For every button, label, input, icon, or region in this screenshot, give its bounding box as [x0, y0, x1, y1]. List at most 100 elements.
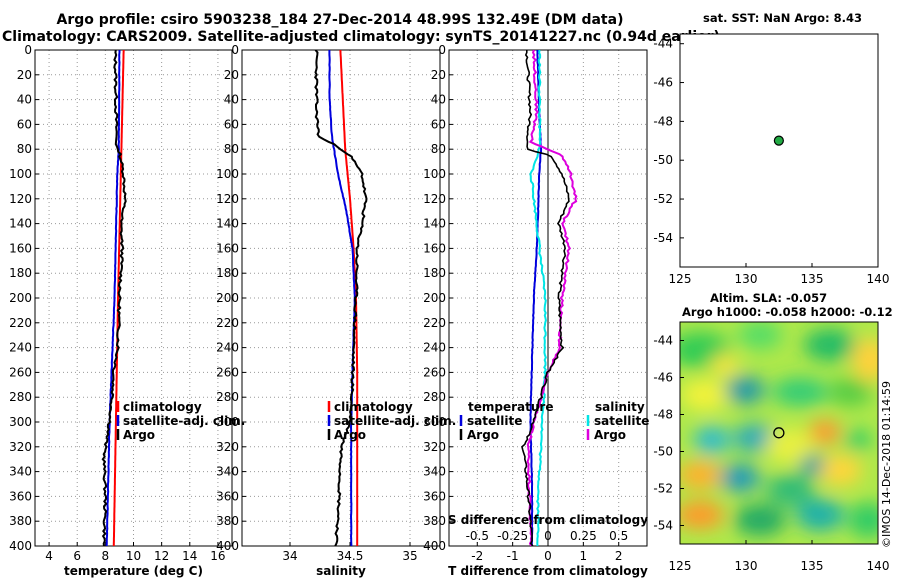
x-tick-label: 6 [73, 549, 81, 563]
y-tick-label: 300 [9, 415, 32, 429]
salinity-legend-label: satellite-adj. clim. [334, 414, 456, 428]
y-tick-label: 360 [423, 489, 446, 503]
temperature-legend-label: climatology [123, 400, 202, 414]
y-tick-label: 360 [216, 489, 239, 503]
y-tick-label: 280 [423, 390, 446, 404]
y-tick-label: 220 [9, 316, 32, 330]
y-tick-label: 80 [17, 142, 32, 156]
x-tick-label: 14 [182, 549, 197, 563]
y-tick-label: -52 [653, 192, 673, 206]
y-tick-label: 180 [216, 266, 239, 280]
s-tick-label: -0.5 [466, 529, 489, 543]
s-tick-label: 0 [544, 529, 552, 543]
y-tick-label: -44 [653, 334, 673, 348]
x-tick-label: 130 [735, 559, 758, 573]
y-tick-label: 360 [9, 489, 32, 503]
y-tick-label: 260 [423, 365, 446, 379]
sla-anomaly-blob [681, 379, 729, 411]
y-tick-label: -52 [653, 482, 673, 496]
y-tick-label: 100 [9, 167, 32, 181]
y-tick-label: 380 [423, 514, 446, 528]
x-tick-label: 34.5 [337, 549, 364, 563]
y-tick-label: 40 [431, 93, 446, 107]
y-tick-label: 180 [9, 266, 32, 280]
sla-anomaly-blob [711, 355, 739, 375]
sla-anomaly-blob [818, 454, 862, 486]
x-tick-label: 10 [126, 549, 141, 563]
x-tick-label: 35 [402, 549, 417, 563]
x-tick-label: 16 [210, 549, 225, 563]
sla-anomaly-blob [766, 474, 814, 506]
y-tick-label: 20 [224, 68, 239, 82]
y-tick-label: 140 [9, 217, 32, 231]
y-tick-label: 60 [224, 117, 239, 131]
sla-anomaly-blob [796, 499, 844, 531]
sla-anomaly-blob [725, 376, 765, 404]
x-tick-label: 125 [669, 272, 692, 286]
temperature-legend-label: satellite-adj. clim. [123, 414, 245, 428]
y-tick-label: -48 [653, 408, 673, 422]
sla-anomaly-blob [733, 424, 777, 452]
x-tick-label: 2 [615, 549, 623, 563]
y-tick-label: 300 [216, 415, 239, 429]
sla-anomaly-blob [809, 420, 841, 444]
sla-map-frame [679, 321, 879, 545]
diff-legend-label: Argo [467, 428, 499, 442]
y-tick-label: 300 [423, 415, 446, 429]
y-tick-label: -50 [653, 153, 673, 167]
sla-anomaly-blob [694, 426, 730, 454]
plot-title-line-1: Argo profile: csiro 5903238_184 27-Dec-2… [56, 12, 624, 28]
temperature-satellite-line [105, 50, 121, 546]
sla-map: 125 130 135 140 -44 -46 -48 -50 -52 -54 [653, 321, 889, 573]
y-tick-label: 280 [216, 390, 239, 404]
sla-anomaly-blob [772, 378, 828, 406]
y-tick-label: 280 [9, 390, 32, 404]
x-tick-label: 34 [282, 549, 297, 563]
argo-position-marker [773, 427, 785, 439]
y-tick-label: 380 [216, 514, 239, 528]
y-tick-label: 240 [216, 341, 239, 355]
x-tick-label: -2 [471, 549, 483, 563]
x-tick-label: 135 [801, 272, 824, 286]
y-tick-label: 0 [438, 43, 446, 57]
y-tick-label: 240 [423, 341, 446, 355]
x-tick-label: 125 [669, 559, 692, 573]
y-tick-label: 40 [224, 93, 239, 107]
temperature-argo-diff-line [521, 50, 570, 546]
y-tick-label: 60 [17, 117, 32, 131]
y-tick-label: 160 [216, 241, 239, 255]
s-tick-label: 0.5 [609, 529, 628, 543]
y-tick-label: -44 [653, 37, 673, 51]
y-tick-label: 340 [9, 465, 32, 479]
x-tick-label: 135 [801, 559, 824, 573]
sla-anomaly-blob [848, 502, 878, 538]
y-tick-label: 120 [423, 192, 446, 206]
y-tick-label: 220 [216, 316, 239, 330]
y-tick-label: 120 [216, 192, 239, 206]
sla-anomaly-blob [800, 455, 824, 475]
y-tick-label: -46 [653, 76, 673, 90]
y-tick-label: 140 [423, 217, 446, 231]
y-tick-label: -54 [653, 519, 673, 533]
x-tick-label: 140 [867, 559, 890, 573]
y-tick-label: 340 [423, 465, 446, 479]
y-tick-label: 140 [216, 217, 239, 231]
sla-anomaly-blob [852, 338, 878, 382]
y-tick-label: 400 [9, 539, 32, 553]
x-tick-label: 130 [735, 272, 758, 286]
y-tick-label: 320 [216, 440, 239, 454]
y-tick-label: 260 [216, 365, 239, 379]
y-tick-label: -46 [653, 371, 673, 385]
y-tick-label: 200 [9, 291, 32, 305]
y-tick-label: 100 [216, 167, 239, 181]
sla-anomaly-blob [828, 378, 872, 406]
diff-legend-label: satellite [467, 414, 522, 428]
y-tick-label: 400 [216, 539, 239, 553]
salinity-argo-diff-line [526, 50, 578, 546]
y-tick-label: 240 [9, 341, 32, 355]
sla-anomaly-blob [680, 461, 722, 489]
y-tick-label: 220 [423, 316, 446, 330]
y-tick-label: 100 [423, 167, 446, 181]
y-tick-label: -54 [653, 231, 673, 245]
